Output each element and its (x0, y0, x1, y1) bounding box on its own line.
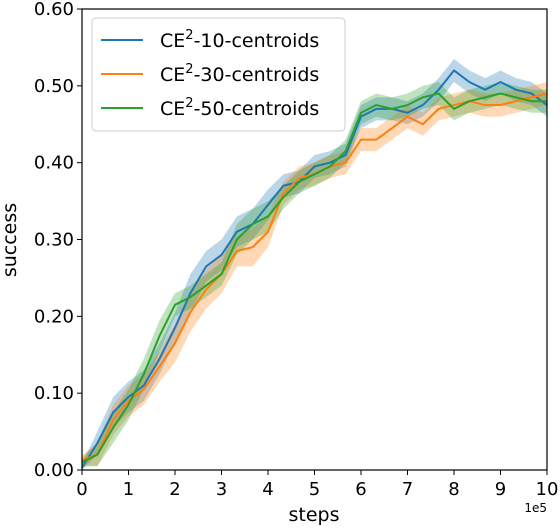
x-tick-label: 10 (536, 479, 559, 500)
x-tick-label: 0 (76, 479, 87, 500)
x-tick-label: 8 (448, 479, 459, 500)
x-tick-label: 6 (355, 479, 366, 500)
legend-frame (91, 17, 346, 132)
series-2-band (82, 81, 547, 467)
x-tick-label: 1 (123, 479, 134, 500)
legend-label-1: CE2-10-centroids (160, 28, 319, 52)
legend-label-2: CE2-30-centroids (160, 62, 319, 86)
x-tick-label: 9 (495, 479, 506, 500)
series-2-line (81, 92, 548, 461)
series-lines (81, 69, 548, 469)
y-tick-label: 0.00 (34, 460, 74, 481)
y-tick-label: 0.50 (34, 76, 74, 97)
y-tick-label: 0.20 (34, 306, 74, 327)
y-tick-label: 0.60 (34, 0, 74, 20)
y-tick-label: 0.10 (34, 383, 74, 404)
x-tick-label: 3 (216, 479, 227, 500)
series-3-line (81, 92, 547, 464)
y-tick-label: 0.30 (34, 230, 74, 251)
x-axis-label: steps (289, 504, 340, 525)
x-tick-label: 7 (402, 479, 413, 500)
x-tick-label: 4 (262, 479, 273, 500)
y-tick-label: 0.40 (34, 153, 74, 174)
x-offset-label: 1e5 (524, 501, 547, 515)
legend-label-3: CE2-50-centroids (160, 96, 319, 120)
x-tick-label: 5 (309, 479, 320, 500)
y-axis-ticks: 0.00 0.10 0.20 0.30 0.40 0.50 0.60 (34, 0, 82, 481)
y-axis-label: success (0, 203, 21, 277)
series-3-band (82, 81, 547, 467)
series-1-line (81, 69, 548, 469)
x-tick-label: 2 (169, 479, 180, 500)
x-axis-ticks: 0 1 2 3 4 5 6 7 8 9 10 (76, 470, 558, 500)
legend: CE2-10-centroids CE2-30-centroids CE2-50-c… (91, 17, 346, 132)
